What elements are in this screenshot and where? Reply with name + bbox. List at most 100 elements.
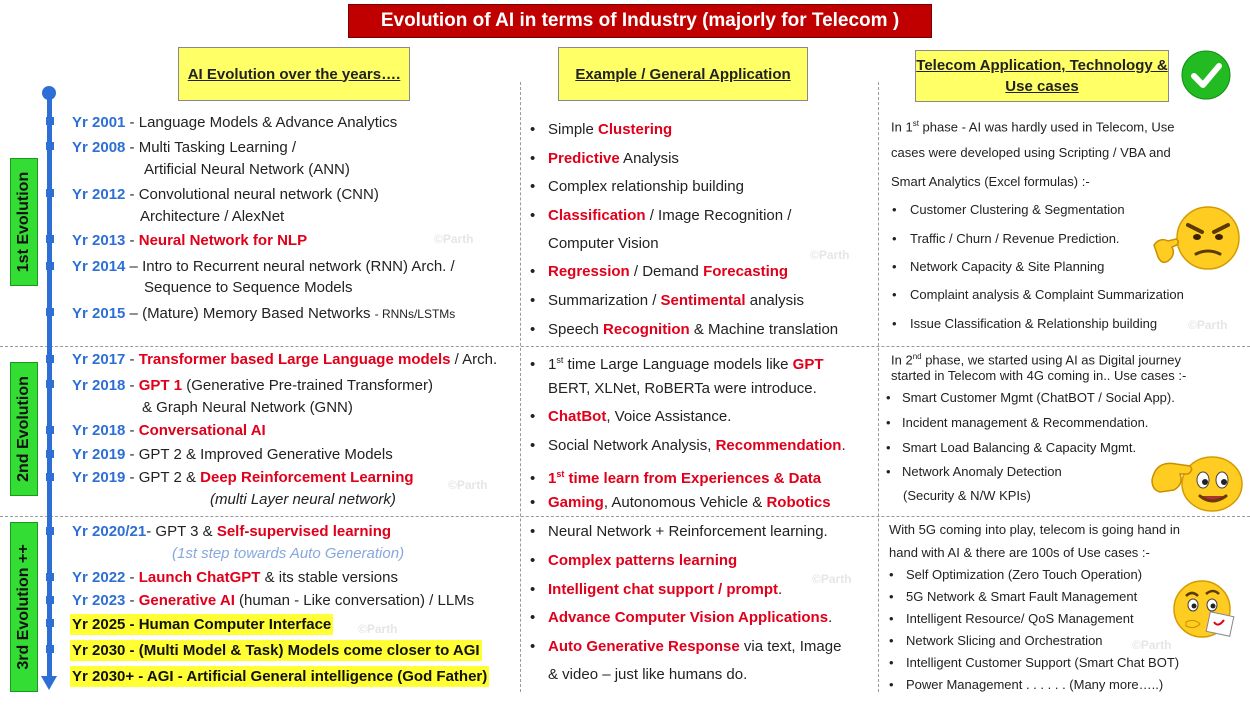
example-item: • Neural Network + Reinforcement learning…	[530, 523, 828, 540]
timeline-entry: Yr 2020/21- GPT 3 & Self-supervised lear…	[72, 523, 392, 540]
timeline-tick	[46, 619, 54, 627]
timeline-tick	[46, 262, 54, 270]
timeline-tick	[46, 596, 54, 604]
timeline-entry-cont: Architecture / AlexNet	[140, 208, 285, 225]
evolution-label-1: 1st Evolution	[10, 158, 38, 286]
timeline-entry-highlight: Yr 2030 - (Multi Model & Task) Models co…	[70, 640, 482, 661]
timeline-tick	[46, 450, 54, 458]
telecom-use-case: • Incident management & Recommendation.	[886, 415, 1149, 430]
telecom-intro: In 2nd phase, we started using AI as Dig…	[891, 352, 1182, 368]
telecom-intro: With 5G coming into play, telecom is goi…	[889, 522, 1180, 537]
telecom-intro: hand with AI & there are 100s of Use cas…	[889, 545, 1150, 560]
timeline-entry-cont: (1st step towards Auto Generation)	[172, 545, 405, 562]
telecom-intro: In 1st phase - AI was hardly used in Tel…	[891, 119, 1175, 135]
evolution-label-3: 3rd Evolution ++	[10, 522, 38, 692]
timeline-entry: Yr 2019 - GPT 2 & Deep Reinforcement Lea…	[72, 469, 414, 486]
example-item: • Auto Generative Response via text, Imag…	[530, 638, 842, 655]
timeline-entry: Yr 2018 - Conversational AI	[72, 422, 266, 439]
telecom-intro: cases were developed using Scripting / V…	[891, 145, 1171, 160]
telecom-use-case: • 5G Network & Smart Fault Management	[889, 589, 1138, 604]
example-item: • 1st time Large Language models like GPT	[530, 355, 824, 373]
example-item: • Gaming, Autonomous Vehicle & Robotics	[530, 494, 831, 511]
timeline-tick	[46, 527, 54, 535]
example-item: • Social Network Analysis, Recommendation…	[530, 437, 846, 454]
timeline-entry: Yr 2018 - GPT 1 (Generative Pre-trained …	[72, 377, 434, 394]
telecom-use-case: • Traffic / Churn / Revenue Prediction.	[892, 231, 1120, 246]
timeline-entry: Yr 2014 – Intro to Recurrent neural netw…	[72, 258, 455, 275]
timeline-entry: Yr 2008 - Multi Tasking Learning /	[72, 139, 297, 156]
timeline-entry: Yr 2015 – (Mature) Memory Based Networks…	[72, 305, 456, 322]
telecom-intro: Smart Analytics (Excel formulas) :-	[891, 174, 1090, 189]
telecom-use-case-cont: (Security & N/W KPIs)	[903, 488, 1031, 503]
telecom-use-case: • Power Management . . . . . . (Many more…	[889, 677, 1164, 692]
example-item: • Predictive Analysis	[530, 150, 679, 167]
timeline-tick	[46, 473, 54, 481]
timeline-tick	[46, 355, 54, 363]
timeline-tick	[46, 645, 54, 653]
watermark: ©Parth	[1132, 638, 1172, 652]
thinking-emoji-icon	[1168, 578, 1238, 647]
angry-emoji-icon	[1150, 205, 1242, 280]
example-item-cont: BERT, XLNet, RoBERTa were introduce.	[548, 380, 817, 397]
telecom-use-case: • Intelligent Resource/ QoS Management	[889, 611, 1134, 626]
example-item: • Classification / Image Recognition /	[530, 207, 792, 224]
example-item: • Complex relationship building	[530, 178, 744, 195]
column-divider	[520, 82, 521, 692]
example-item: • Intelligent chat support / prompt.	[530, 581, 783, 598]
timeline-entry: Yr 2012 - Convolutional neural network (…	[72, 186, 379, 203]
page-title: Evolution of AI in terms of Industry (ma…	[348, 4, 932, 38]
column-divider	[878, 82, 879, 692]
telecom-use-case: • Smart Load Balancing & Capacity Mgmt.	[886, 440, 1137, 455]
timeline-entry-highlight: Yr 2030+ - AGI - Artificial General inte…	[70, 666, 490, 687]
example-item: • Summarization / Sentimental analysis	[530, 292, 804, 309]
timeline-entry-cont: & Graph Neural Network (GNN)	[142, 399, 353, 416]
timeline-entry: Yr 2013 - Neural Network for NLP	[72, 232, 308, 249]
telecom-use-case: • Network Slicing and Orchestration	[889, 633, 1103, 648]
watermark: ©Parth	[358, 622, 398, 636]
watermark: ©Parth	[810, 248, 850, 262]
example-item: • 1st time learn from Experiences & Data	[530, 469, 822, 487]
telecom-use-case: • Intelligent Customer Support (Smart Cha…	[889, 655, 1180, 670]
watermark: ©Parth	[448, 478, 488, 492]
timeline-tick	[46, 235, 54, 243]
telecom-use-case: • Network Anomaly Detection	[886, 464, 1062, 479]
row-divider	[0, 346, 1250, 347]
timeline-tick	[46, 308, 54, 316]
evolution-label-2: 2nd Evolution	[10, 362, 38, 496]
header-telecom-application: Telecom Application, Technology & Use ca…	[915, 50, 1169, 102]
row-divider	[0, 516, 1250, 517]
example-item-cont: Computer Vision	[548, 235, 659, 252]
thumbs-up-emoji-icon	[1150, 450, 1246, 519]
watermark: ©Parth	[812, 572, 852, 586]
watermark: ©Parth	[1188, 318, 1228, 332]
example-item: • Complex patterns learning	[530, 552, 738, 569]
header-ai-evolution: AI Evolution over the years….	[178, 47, 410, 101]
telecom-use-case: • Self Optimization (Zero Touch Operation…	[889, 567, 1143, 582]
timeline-entry-highlight: Yr 2025 - Human Computer Interface	[70, 614, 334, 635]
example-item: • ChatBot, Voice Assistance.	[530, 408, 732, 425]
example-item: • Advance Computer Vision Applications.	[530, 609, 833, 626]
telecom-use-case: • Network Capacity & Site Planning	[892, 259, 1105, 274]
timeline-entry: Yr 2022 - Launch ChatGPT & its stable ve…	[72, 569, 398, 586]
telecom-use-case: • Complaint analysis & Complaint Summariz…	[892, 287, 1184, 302]
timeline-entry-cont: (multi Layer neural network)	[210, 491, 396, 508]
timeline-entry: Yr 2001 - Language Models & Advance Anal…	[72, 114, 398, 131]
example-item: • Regression / Demand Forecasting	[530, 263, 789, 280]
example-item-cont: & video – just like humans do.	[548, 666, 748, 683]
telecom-use-case: • Issue Classification & Relationship bui…	[892, 316, 1158, 331]
timeline-tick	[46, 117, 54, 125]
telecom-use-case: • Customer Clustering & Segmentation	[892, 202, 1125, 217]
timeline-tick	[46, 380, 54, 388]
example-item: • Simple Clustering	[530, 121, 673, 138]
header-example-application: Example / General Application	[558, 47, 808, 101]
timeline-tick	[46, 189, 54, 197]
telecom-intro: started in Telecom with 4G coming in.. U…	[891, 368, 1187, 383]
timeline-entry-cont: Artificial Neural Network (ANN)	[144, 161, 350, 178]
example-item: • Speech Recognition & Machine translatio…	[530, 321, 839, 338]
timeline-entry: Yr 2017 - Transformer based Large Langua…	[72, 351, 498, 368]
timeline-tick	[46, 426, 54, 434]
timeline-entry: Yr 2023 - Generative AI (human - Like co…	[72, 592, 475, 609]
watermark: ©Parth	[434, 232, 474, 246]
timeline-line	[47, 92, 52, 684]
timeline-tick	[46, 142, 54, 150]
